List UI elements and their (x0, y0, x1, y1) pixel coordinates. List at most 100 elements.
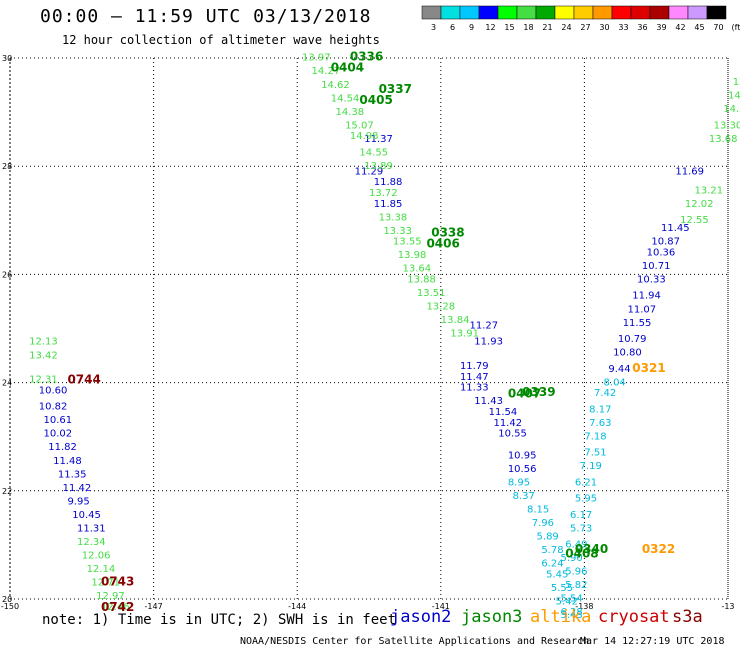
pass-time-label: 0336 (350, 50, 383, 64)
swh-value: 5.73 (570, 523, 592, 534)
color-scale-swatch (573, 5, 594, 20)
pass-time-label: 0408 (565, 546, 598, 560)
color-scale-label: 18 (523, 23, 533, 32)
swh-value: 12.97 (96, 591, 125, 602)
color-scale-swatch (706, 5, 727, 20)
swh-value: 12.02 (685, 199, 714, 210)
swh-value: 11.33 (460, 383, 489, 394)
swh-value: 11.42 (63, 483, 92, 494)
color-scale-label: 39 (656, 23, 666, 32)
swh-value: 13.88 (407, 275, 436, 286)
swh-value: 11.79 (460, 361, 489, 372)
x-tick-label: -147 (145, 602, 163, 611)
color-scale-swatch (421, 5, 442, 20)
pass-time-label: 0742 (101, 600, 134, 614)
swh-value: 5.55 (551, 583, 573, 594)
legend-s3a: s3a (672, 607, 703, 627)
swh-value: 6.49 (565, 540, 587, 551)
swh-value: 14.27 (312, 66, 341, 77)
swh-value: 6.24 (541, 559, 563, 570)
swh-value: 12.55 (680, 215, 709, 226)
axis-ticks: -150 -147 -144 -141 -138 -13 20 22 24 26 28 30 (1, 54, 735, 611)
swh-value: 11.37 (364, 134, 393, 145)
swh-value: 13.30 (714, 120, 740, 131)
swh-value: 13.84 (441, 315, 470, 326)
color-scale-label: 36 (637, 23, 647, 32)
swh-value: 10.60 (39, 385, 68, 396)
y-tick-label: 22 (2, 487, 12, 496)
swh-value: 9.95 (67, 496, 89, 507)
swh-value: 13.72 (369, 188, 398, 199)
swh-value: 10.33 (637, 275, 666, 286)
color-scale-label: 9 (469, 23, 474, 32)
swh-value: 5.90 (560, 553, 582, 564)
swh-value: 11.55 (623, 318, 652, 329)
swh-value: 13.42 (29, 350, 58, 361)
color-scale-swatch (668, 5, 689, 20)
color-scale-label: 30 (599, 23, 609, 32)
swh-value: 10.55 (498, 429, 527, 440)
pass-time-label: 0407 (508, 387, 541, 401)
swh-value: 11.35 (58, 469, 87, 480)
pass-time-label: 0744 (67, 373, 100, 387)
swh-value: 9.44 (608, 364, 630, 375)
swh-value: 13.89 (364, 161, 393, 172)
swh-value: 13.21 (694, 185, 723, 196)
swh-value: 7.96 (532, 518, 554, 529)
swh-value: 11.45 (661, 223, 690, 234)
color-scale-swatch (497, 5, 518, 20)
color-scale-label: 15 (504, 23, 514, 32)
swh-value: 12.71 (91, 577, 120, 588)
swh-value: 7.63 (589, 418, 611, 429)
swh-value: 15.07 (345, 120, 374, 131)
swh-value: 10.56 (508, 464, 537, 475)
color-scale-swatch (459, 5, 480, 20)
swh-value: 12.14 (87, 564, 116, 575)
color-scale-label: 45 (694, 23, 704, 32)
swh-value: 11.94 (632, 291, 661, 302)
swh-value: 7.19 (580, 461, 602, 472)
swh-value: 11.27 (470, 321, 499, 332)
swh-value: 5.78 (541, 545, 563, 556)
swh-value: 13.91 (450, 329, 479, 340)
pass-time-label: 0405 (359, 93, 392, 107)
color-scale-label: 3 (431, 23, 436, 32)
swh-value: 11.69 (675, 166, 704, 177)
swh-value: 11.88 (374, 177, 403, 188)
color-scale-swatch (592, 5, 613, 20)
color-scale-swatch (687, 5, 708, 20)
swh-value: 11.54 (489, 407, 518, 418)
generated-timestamp: Mar 14 12:27:19 UTC 2018 (580, 636, 725, 647)
color-scale-swatch (649, 5, 670, 20)
data-points: 10.60 10.82 10.61 10.02 11.82 11.48 11.35 11.42… (29, 53, 740, 621)
color-scale-label: 12 (485, 23, 495, 32)
color-scale-label: 33 (618, 23, 628, 32)
chart-grid (9, 57, 729, 600)
pass-time-label: 0322 (642, 542, 675, 556)
swh-value: 5.42 (556, 596, 578, 607)
units-note: note: 1) Time is in UTC; 2) SWH is in fe… (42, 612, 397, 628)
swh-value: 13.28 (426, 302, 455, 313)
color-scale-label: 27 (580, 23, 590, 32)
swh-value: 13.38 (379, 212, 408, 223)
swh-value: 8.95 (508, 477, 530, 488)
swh-value: 11.48 (53, 456, 82, 467)
swh-value: 8.15 (527, 504, 549, 515)
pass-time-label: 0339 (522, 385, 555, 399)
x-tick-label: -150 (1, 602, 19, 611)
swh-value: 7.42 (594, 388, 616, 399)
x-tick-label: -138 (575, 602, 593, 611)
swh-value: 5.43 (560, 610, 582, 621)
swh-value: 10.95 (508, 450, 537, 461)
swh-value: 11.29 (355, 166, 384, 177)
swh-value: 11.82 (48, 442, 77, 453)
swh-value: 13.51 (417, 288, 446, 299)
color-scale-swatch (516, 5, 537, 20)
y-tick-label: 26 (2, 270, 12, 279)
x-tick-label: -13 (721, 602, 734, 611)
plot-frame (9, 57, 729, 600)
swh-value: 10.02 (44, 429, 73, 440)
